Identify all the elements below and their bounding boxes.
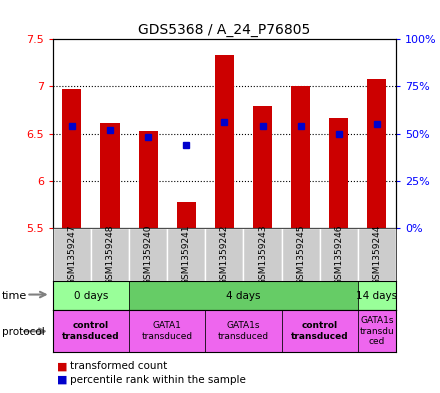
Bar <box>367 79 386 228</box>
Text: 4 days: 4 days <box>226 291 261 301</box>
Text: GSM1359243: GSM1359243 <box>258 224 267 285</box>
Text: control
transduced: control transduced <box>291 321 348 341</box>
Text: percentile rank within the sample: percentile rank within the sample <box>70 375 246 385</box>
Bar <box>358 228 396 281</box>
Text: ■: ■ <box>57 375 68 385</box>
Title: GDS5368 / A_24_P76805: GDS5368 / A_24_P76805 <box>138 23 311 37</box>
Bar <box>215 55 234 228</box>
Text: GSM1359241: GSM1359241 <box>182 224 191 285</box>
Text: GATA1
transduced: GATA1 transduced <box>142 321 193 341</box>
Bar <box>91 228 129 281</box>
Text: GSM1359246: GSM1359246 <box>334 224 343 285</box>
Text: protocol: protocol <box>2 327 45 337</box>
Text: transformed count: transformed count <box>70 361 168 371</box>
Bar <box>253 106 272 228</box>
Text: GSM1359248: GSM1359248 <box>106 224 114 285</box>
Bar <box>282 310 358 352</box>
Bar <box>243 228 282 281</box>
Bar <box>358 281 396 310</box>
Bar <box>358 310 396 352</box>
Text: time: time <box>2 290 27 301</box>
Bar <box>167 228 205 281</box>
Bar <box>177 202 196 228</box>
Bar <box>282 228 320 281</box>
Bar <box>53 228 91 281</box>
Text: GATA1s
transdu
ced: GATA1s transdu ced <box>359 316 394 346</box>
Text: GSM1359244: GSM1359244 <box>372 224 381 285</box>
Bar <box>329 118 348 228</box>
Text: GSM1359245: GSM1359245 <box>296 224 305 285</box>
Bar <box>139 131 158 228</box>
Bar <box>62 89 81 228</box>
Bar <box>205 310 282 352</box>
Bar <box>129 281 358 310</box>
Bar <box>53 281 129 310</box>
Text: 0 days: 0 days <box>74 291 108 301</box>
Bar <box>291 86 310 228</box>
Text: GATA1s
transduced: GATA1s transduced <box>218 321 269 341</box>
Text: GSM1359247: GSM1359247 <box>67 224 77 285</box>
Bar <box>320 228 358 281</box>
Bar <box>129 310 205 352</box>
Text: 14 days: 14 days <box>356 291 397 301</box>
Bar <box>205 228 243 281</box>
Bar <box>53 310 129 352</box>
Text: GSM1359242: GSM1359242 <box>220 224 229 285</box>
Bar <box>100 123 120 228</box>
Text: control
transduced: control transduced <box>62 321 120 341</box>
Text: GSM1359240: GSM1359240 <box>143 224 153 285</box>
Text: ■: ■ <box>57 361 68 371</box>
Bar <box>129 228 167 281</box>
